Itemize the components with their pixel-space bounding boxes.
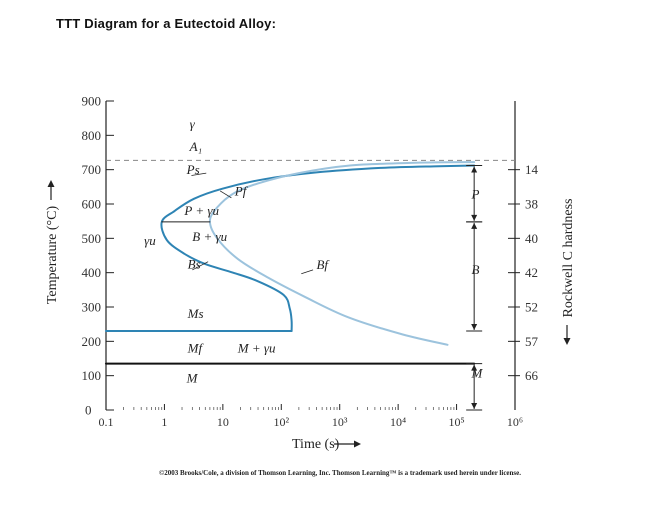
region-label: Bs <box>188 257 201 272</box>
martensite-bar-arrow-down <box>471 403 478 409</box>
x-tick-label: 10⁴ <box>390 415 406 429</box>
x-tick-label: 10 <box>217 415 229 429</box>
y2-axis-arrow <box>563 325 571 345</box>
hardness-tick-label: 52 <box>525 300 538 315</box>
martensite-bar-arrow-up <box>471 364 478 371</box>
bainite-bar-arrow-up <box>471 222 478 229</box>
region-label: P + γu <box>183 203 219 218</box>
y-axis-label: Temperature (°C) <box>45 206 60 305</box>
region-label: M <box>186 371 199 386</box>
y-tick-label: 200 <box>82 334 102 349</box>
y-tick-label: 700 <box>82 162 102 177</box>
curve-pf <box>208 161 476 346</box>
hardness-tick-label: 38 <box>525 197 538 212</box>
region-label: Bf <box>316 257 330 272</box>
label-pointer <box>301 269 314 275</box>
y-tick-label: 900 <box>82 94 102 109</box>
label-pointer <box>191 172 207 176</box>
pearlite-bar-arrow-up <box>471 166 478 173</box>
x-tick-label: 10⁶ <box>507 415 523 429</box>
y-tick-label: 100 <box>82 368 102 383</box>
region-label: Mf <box>187 340 205 355</box>
x-tick-label: 0.1 <box>99 415 114 429</box>
microstructure-bars <box>466 165 483 411</box>
x-tick-label: 10³ <box>332 415 348 429</box>
x-tick-label: 10⁵ <box>448 415 464 429</box>
label-pointer <box>219 190 232 199</box>
page-title: TTT Diagram for a Eutectoid Alloy: <box>56 16 277 31</box>
curve-ps <box>160 164 476 332</box>
region-label: M <box>470 365 483 380</box>
region-label: A₁ <box>189 139 202 154</box>
y-tick-label: 500 <box>82 231 102 246</box>
bainite-bar-arrow-down <box>471 324 478 331</box>
copyright-notice: ©2003 Brooks/Cole, a division of Thomson… <box>158 469 522 477</box>
curves <box>105 161 476 365</box>
region-label: B <box>471 262 479 277</box>
x-tick-label: 1 <box>161 415 167 429</box>
axes: 0 100 200 300 400 500 600 700 800 900 0.1 1 10 10² 10³… <box>82 94 539 430</box>
region-label: Ms <box>187 306 204 321</box>
y2-axis-label: Rockwell C hardness <box>561 199 576 318</box>
region-label: P <box>470 187 479 202</box>
x-axis-label: Time (s) <box>292 437 340 452</box>
x-axis-arrow <box>334 440 361 448</box>
region-label: Pf <box>234 183 249 198</box>
y-axis-arrow <box>47 180 55 200</box>
region-label: γu <box>144 233 156 248</box>
region-labels: γ A₁ Ps Pf P + γu γu B + γu Bs Bf Ms Mf M + γu M P B M <box>144 116 483 385</box>
y-tick-label: 300 <box>82 300 102 315</box>
region-label: B + γu <box>192 229 227 244</box>
hardness-tick-label: 14 <box>525 162 539 177</box>
hardness-tick-label: 66 <box>525 368 539 383</box>
region-label: γ <box>190 116 196 131</box>
y-tick-label: 600 <box>82 197 102 212</box>
x-tick-label: 10² <box>273 415 289 429</box>
y-tick-label: 800 <box>82 128 102 143</box>
y-tick-label: 400 <box>82 265 102 280</box>
y-tick-label: 0 <box>85 403 92 418</box>
region-label: M + γu <box>237 340 276 355</box>
hardness-tick-label: 57 <box>525 334 539 349</box>
region-label: Ps <box>186 162 200 177</box>
label-pointer <box>192 261 209 271</box>
hardness-tick-label: 40 <box>525 231 538 246</box>
ttt-chart: 0 100 200 300 400 500 600 700 800 900 0.1 1 10 10² 10³… <box>45 94 576 453</box>
pearlite-bar-arrow-down <box>471 214 478 221</box>
hardness-tick-label: 42 <box>525 265 538 280</box>
